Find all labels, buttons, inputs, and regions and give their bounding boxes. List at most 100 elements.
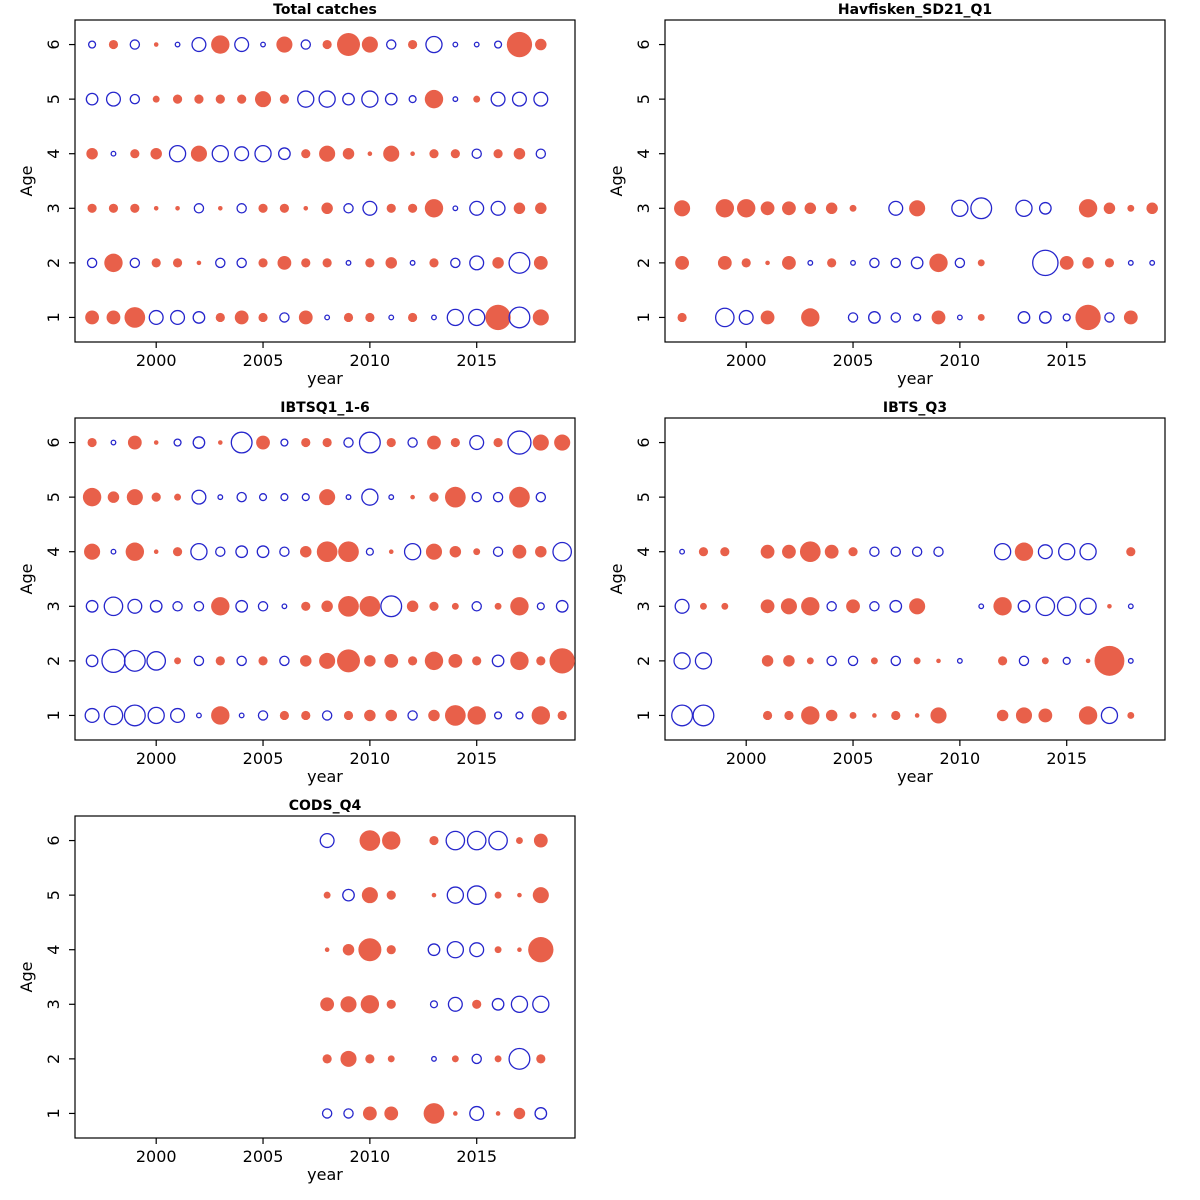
negative-bubble bbox=[215, 257, 226, 269]
positive-bubble bbox=[301, 258, 311, 268]
negative-bubble bbox=[380, 595, 403, 618]
positive-bubble bbox=[1085, 658, 1091, 664]
positive-bubble bbox=[343, 312, 354, 323]
negative-bubble bbox=[170, 707, 186, 723]
plot-box bbox=[664, 417, 1166, 741]
negative-bubble bbox=[345, 259, 352, 266]
positive-bubble bbox=[804, 202, 817, 215]
positive-bubble bbox=[150, 147, 162, 160]
y-tick-label: 6 bbox=[44, 437, 63, 447]
positive-bubble bbox=[453, 1111, 458, 1116]
negative-bubble bbox=[911, 546, 923, 557]
negative-bubble bbox=[1015, 199, 1033, 217]
negative-bubble bbox=[174, 41, 181, 48]
negative-bubble bbox=[238, 712, 245, 719]
positive-bubble bbox=[358, 938, 382, 962]
negative-bubble bbox=[490, 200, 506, 216]
y-tick-label: 4 bbox=[44, 547, 63, 557]
positive-bubble bbox=[424, 199, 444, 218]
y-tick-label: 3 bbox=[44, 999, 63, 1009]
positive-bubble bbox=[451, 1055, 459, 1063]
negative-bubble bbox=[190, 543, 208, 561]
positive-bubble bbox=[86, 147, 98, 160]
negative-bubble bbox=[278, 147, 291, 161]
x-tick-label: 2015 bbox=[1046, 749, 1087, 768]
positive-bubble bbox=[721, 602, 729, 610]
positive-bubble bbox=[849, 204, 857, 212]
negative-bubble bbox=[168, 145, 187, 163]
negative-bubble bbox=[534, 1107, 548, 1120]
negative-bubble bbox=[890, 312, 902, 323]
negative-bubble bbox=[297, 90, 315, 108]
negative-bubble bbox=[511, 91, 527, 107]
negative-bubble bbox=[1035, 596, 1056, 617]
negative-bubble bbox=[951, 199, 969, 217]
negative-bubble bbox=[319, 833, 335, 849]
negative-bubble bbox=[1079, 543, 1097, 561]
bubble-plot-cods-q4: CODS_Q4 2000 2005 2010 2015 year 1 2 3 4 5 6 Age bbox=[17, 798, 576, 1184]
x-tick-label: 2000 bbox=[726, 749, 767, 768]
y-tick-label: 3 bbox=[44, 601, 63, 611]
positive-bubble bbox=[872, 713, 877, 718]
positive-bubble bbox=[449, 545, 462, 558]
negative-bubble bbox=[85, 599, 99, 613]
positive-bubble bbox=[338, 541, 359, 563]
negative-bubble bbox=[826, 601, 837, 612]
positive-bubble bbox=[1127, 204, 1135, 212]
x-tick-label: 2005 bbox=[243, 1147, 284, 1166]
positive-bubble bbox=[1127, 711, 1135, 719]
negative-bubble bbox=[191, 37, 207, 53]
positive-bubble bbox=[506, 31, 533, 58]
negative-bubble bbox=[279, 546, 290, 557]
positive-bubble bbox=[1059, 255, 1074, 270]
positive-bubble bbox=[215, 656, 225, 666]
positive-bubble bbox=[782, 255, 796, 270]
negative-bubble bbox=[427, 943, 441, 957]
positive-bubble bbox=[320, 997, 335, 1012]
y-tick-label: 2 bbox=[44, 656, 63, 666]
positive-bubble bbox=[1126, 547, 1136, 557]
positive-bubble bbox=[408, 203, 418, 213]
y-tick-label: 4 bbox=[634, 547, 653, 557]
negative-bubble bbox=[149, 599, 163, 613]
positive-bubble bbox=[276, 36, 293, 53]
figure-title: Havfisken_SD21_Q1 bbox=[838, 2, 992, 18]
positive-bubble bbox=[761, 655, 774, 667]
x-tick-label: 2000 bbox=[726, 351, 767, 370]
positive-bubble bbox=[977, 313, 985, 321]
positive-bubble bbox=[338, 595, 359, 617]
negative-bubble bbox=[1056, 596, 1077, 617]
x-tick-label: 2010 bbox=[940, 351, 981, 370]
negative-bubble bbox=[890, 655, 902, 667]
positive-bubble bbox=[914, 713, 920, 718]
positive-bubble bbox=[931, 310, 946, 325]
negative-bubble bbox=[507, 430, 532, 455]
negative-bubble bbox=[191, 489, 207, 505]
positive-bubble bbox=[536, 1054, 546, 1064]
negative-bubble bbox=[445, 830, 466, 851]
negative-bubble bbox=[1062, 313, 1071, 322]
y-tick-label: 1 bbox=[634, 710, 653, 720]
negative-bubble bbox=[85, 92, 99, 106]
negative-bubble bbox=[850, 259, 856, 266]
x-tick-label: 2005 bbox=[833, 351, 874, 370]
positive-bubble bbox=[425, 543, 443, 560]
y-tick-label: 6 bbox=[44, 39, 63, 49]
bubble-plot-ibts-q3: IBTS_Q3 2000 2005 2010 2015 year 1 2 3 4 5 6 Age bbox=[607, 400, 1166, 786]
bubble-plot-ibtsq1-1-6: IBTSQ1_1-6 2000 2005 2010 2015 year 1 2 3 4 5 6 Age bbox=[17, 400, 576, 786]
positive-bubble bbox=[715, 199, 735, 218]
positive-bubble bbox=[801, 308, 820, 327]
positive-bubble bbox=[674, 200, 691, 217]
negative-bubble bbox=[127, 598, 143, 614]
y-tick-label: 1 bbox=[44, 1108, 63, 1118]
negative-bubble bbox=[217, 494, 224, 501]
positive-bubble bbox=[512, 544, 527, 559]
negative-bubble bbox=[466, 885, 487, 905]
negative-bubble bbox=[468, 308, 486, 327]
negative-bubble bbox=[103, 596, 124, 617]
negative-bubble bbox=[235, 599, 249, 613]
positive-bubble bbox=[321, 202, 333, 215]
positive-bubble bbox=[87, 437, 97, 448]
negative-bubble bbox=[910, 256, 924, 270]
positive-bubble bbox=[760, 310, 775, 325]
